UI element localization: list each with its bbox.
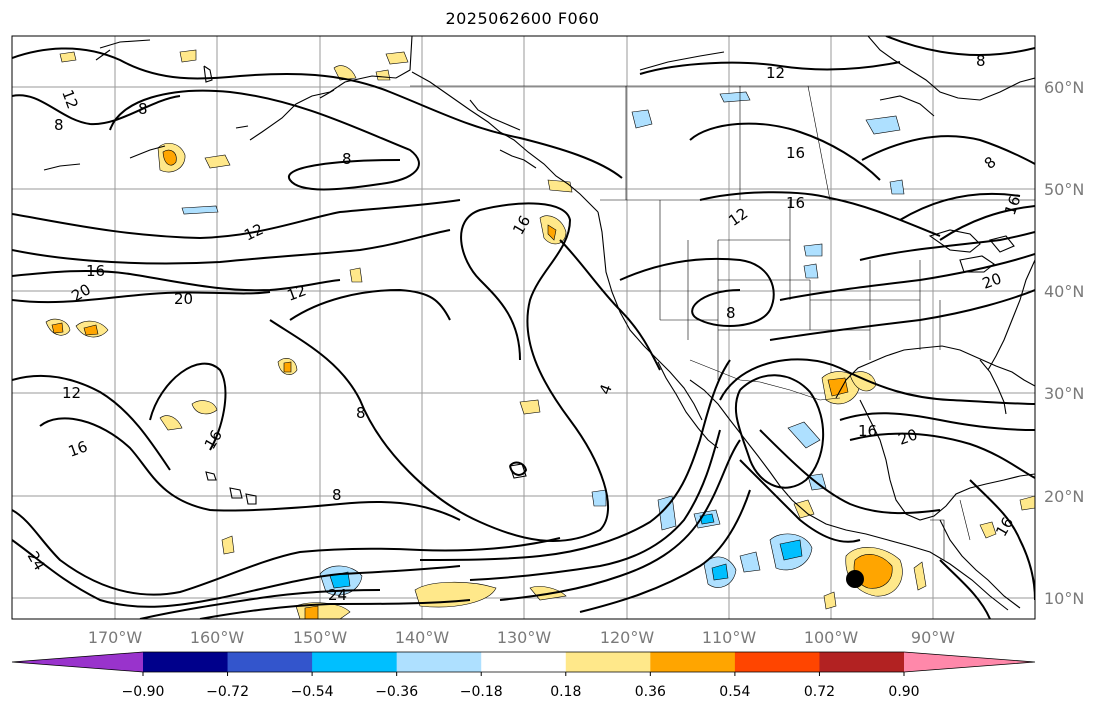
- contour-label: 24: [328, 586, 347, 604]
- colorbar-ticks: −0.90 −0.72 −0.54 −0.36 −0.18 0.18 0.36 0.54 0.7…: [122, 672, 920, 700]
- contour-label: 16: [1001, 193, 1024, 217]
- lon-label: 170°W: [88, 628, 143, 647]
- contour-label: 12: [285, 281, 309, 304]
- contour-label: 8: [976, 52, 986, 70]
- lon-label: 110°W: [702, 628, 757, 647]
- colorbar-segment: [143, 652, 229, 672]
- contour-label: 8: [726, 304, 736, 322]
- colorbar-tick-label: −0.90: [122, 684, 165, 700]
- contour-label: 8: [342, 150, 352, 168]
- colorbar-tick-label: −0.72: [206, 684, 249, 700]
- lon-label: 130°W: [497, 628, 552, 647]
- colorbar-tick-label: 0.18: [550, 684, 581, 700]
- colorbar-segment: [650, 652, 736, 672]
- colorbar-tick-label: 0.72: [804, 684, 835, 700]
- lon-label: 120°W: [600, 628, 655, 647]
- contour-label: 12: [58, 87, 81, 111]
- coastlines: [43, 36, 1035, 611]
- colorbar-segment: [227, 652, 313, 672]
- borders: [410, 85, 1035, 560]
- lon-label: 150°W: [293, 628, 348, 647]
- colorbar-extend-high: [904, 652, 1035, 672]
- colorbar-segment: [312, 652, 398, 672]
- contour-label: 16: [858, 422, 877, 440]
- lat-label: 10°N: [1044, 589, 1084, 608]
- contour-label: 20: [896, 425, 920, 448]
- lat-label: 40°N: [1044, 282, 1084, 301]
- contour-label: 8: [332, 486, 342, 504]
- contour-label: 16: [66, 437, 90, 460]
- colorbar-tick-label: −0.36: [375, 684, 418, 700]
- colorbar-tick-label: −0.54: [291, 684, 334, 700]
- plot-title: 2025062600 F060: [445, 9, 600, 28]
- lat-label: 20°N: [1044, 487, 1084, 506]
- colorbar-tick-label: 0.36: [635, 684, 666, 700]
- colorbar-segment: [819, 652, 905, 672]
- contour-label: 16: [786, 144, 805, 162]
- contour-label: 16: [86, 262, 105, 280]
- colorbar-segment: [481, 652, 567, 672]
- graticule: [12, 36, 1035, 619]
- colorbar-tick-label: 0.54: [719, 684, 750, 700]
- contour-label: 8: [356, 404, 366, 422]
- contour-label: 12: [62, 384, 81, 402]
- latitude-labels: 60°N 50°N 40°N 30°N 20°N 10°N: [1044, 78, 1084, 608]
- colorbar-segment: [734, 652, 820, 672]
- colorbar-tick-label: −0.18: [460, 684, 503, 700]
- contour-label: 12: [766, 64, 785, 82]
- lon-label: 140°W: [395, 628, 450, 647]
- lon-label: 160°W: [190, 628, 245, 647]
- lat-label: 30°N: [1044, 384, 1084, 403]
- lat-label: 50°N: [1044, 180, 1084, 199]
- colorbar-segment: [396, 652, 482, 672]
- colorbar-segment: [565, 652, 651, 672]
- map-border: [11, 35, 1036, 620]
- lon-label: 100°W: [804, 628, 859, 647]
- location-marker: [846, 570, 864, 588]
- contour-label: 8: [138, 100, 148, 118]
- colorbar: [11, 651, 1036, 673]
- contour-label: 16: [786, 194, 805, 212]
- lat-label: 60°N: [1044, 78, 1084, 97]
- longitude-labels: 170°W 160°W 150°W 140°W 130°W 120°W 110°…: [88, 628, 955, 647]
- contour-label: 20: [174, 290, 193, 308]
- contour-label: 20: [980, 269, 1004, 292]
- contour-label: 8: [54, 116, 64, 134]
- colorbar-tick-label: 0.90: [888, 684, 919, 700]
- contour-lines: [12, 36, 1035, 619]
- colorbar-extend-low: [12, 652, 143, 672]
- lon-label: 90°W: [911, 628, 955, 647]
